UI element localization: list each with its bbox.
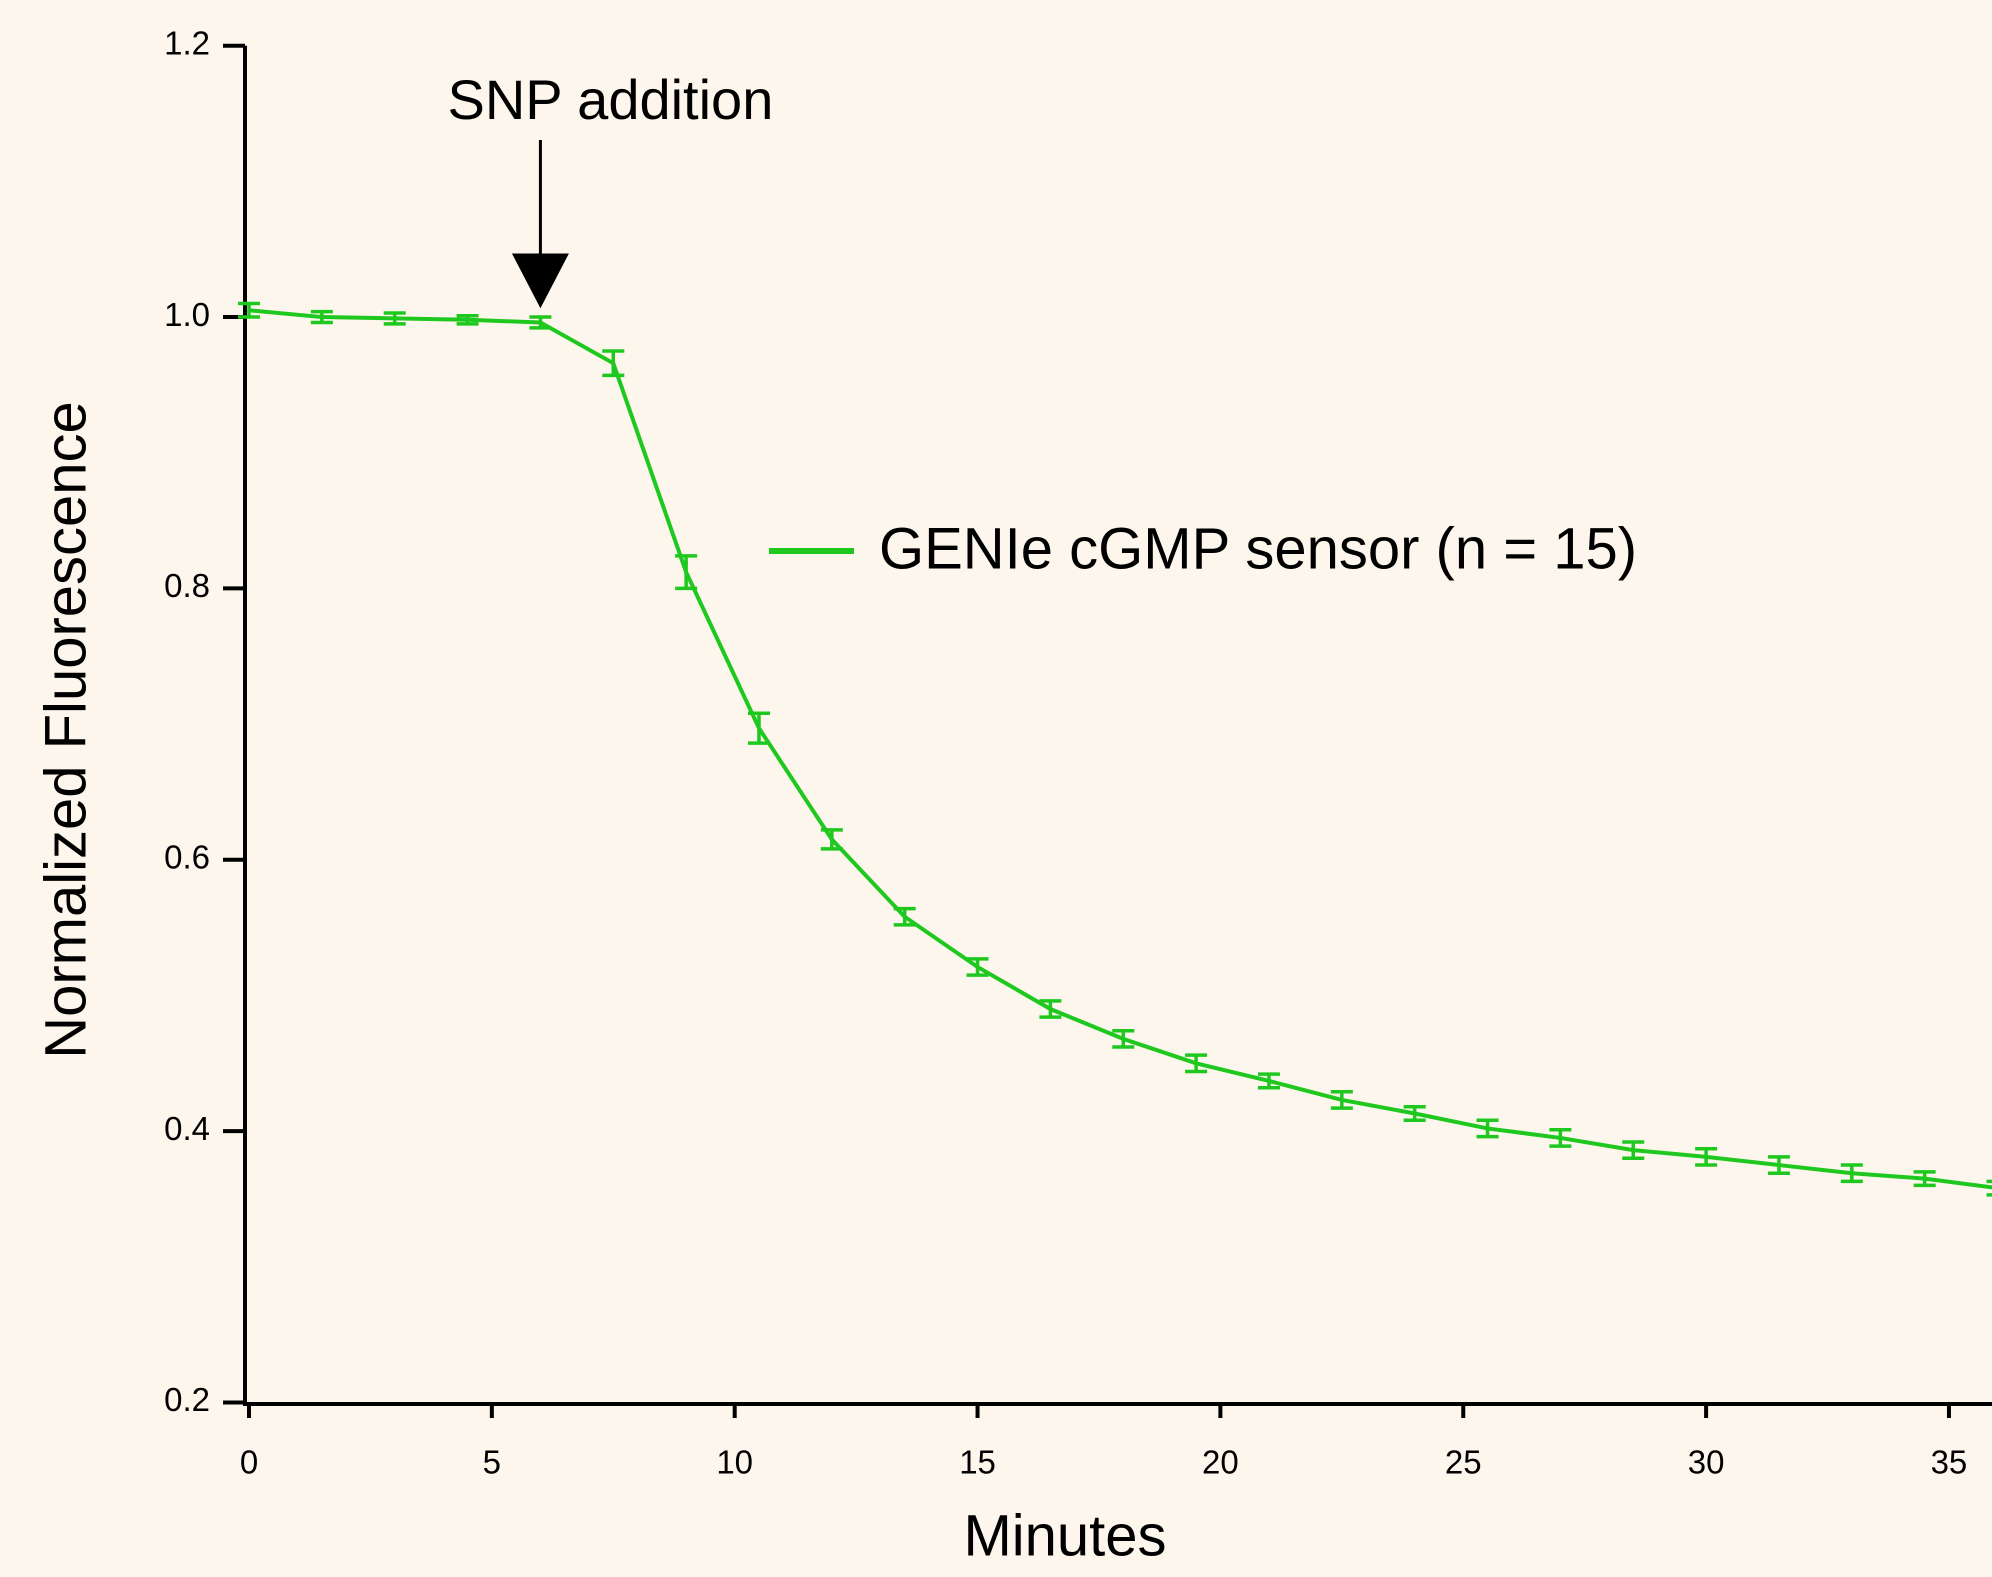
error-bar: [1622, 1140, 1645, 1161]
annotation-arrow: [511, 140, 569, 309]
error-bar: [675, 554, 698, 591]
data-line: [248, 308, 1992, 1190]
error-bar: [602, 349, 625, 378]
error-bar: [1185, 1053, 1208, 1074]
error-bar: [1549, 1128, 1572, 1148]
x-tick-label: 25: [1445, 1444, 1482, 1481]
error-bar: [1840, 1163, 1863, 1184]
y-tick-label: 0.2: [164, 1381, 210, 1418]
error-bar: [1039, 999, 1062, 1019]
error-bar: [1986, 1179, 1992, 1197]
error-bar: [1767, 1155, 1790, 1175]
y-tick-label: 1.2: [164, 24, 210, 61]
x-tick-label: 15: [959, 1444, 996, 1481]
x-tick-label: 5: [483, 1444, 501, 1481]
error-bar: [820, 828, 843, 851]
error-bar: [966, 957, 989, 977]
error-bar: [1112, 1028, 1135, 1049]
error-bar: [1403, 1104, 1426, 1123]
x-tick-label: 0: [240, 1444, 258, 1481]
y-tick-label: 0.6: [164, 838, 210, 875]
error-bar: [1330, 1090, 1353, 1110]
y-tick-label: 0.4: [164, 1110, 210, 1147]
error-bar: [1695, 1147, 1718, 1167]
error-bar: [456, 313, 479, 326]
error-bar: [1257, 1072, 1280, 1090]
x-tick-label: 20: [1202, 1444, 1239, 1481]
x-tick-label: 10: [716, 1444, 753, 1481]
error-bar: [310, 309, 333, 325]
error-bar: [893, 906, 916, 927]
error-bar: [1913, 1170, 1936, 1188]
annotation-text: SNP addition: [447, 68, 773, 131]
x-tick-label: 35: [1931, 1444, 1968, 1481]
y-axis-title: Normalized Fluorescence: [33, 401, 98, 1059]
error-bar: [1476, 1118, 1499, 1139]
legend-label: GENIe cGMP sensor (n = 15): [879, 516, 1637, 581]
error-bar: [529, 315, 552, 330]
error-bar: [383, 311, 406, 326]
error-bar: [747, 711, 770, 745]
x-axis-title: Minutes: [963, 1503, 1166, 1568]
x-tick-label: 30: [1688, 1444, 1725, 1481]
error-bar: [238, 301, 260, 319]
y-tick-label: 1.0: [164, 296, 210, 333]
y-tick-label: 0.8: [164, 567, 210, 604]
